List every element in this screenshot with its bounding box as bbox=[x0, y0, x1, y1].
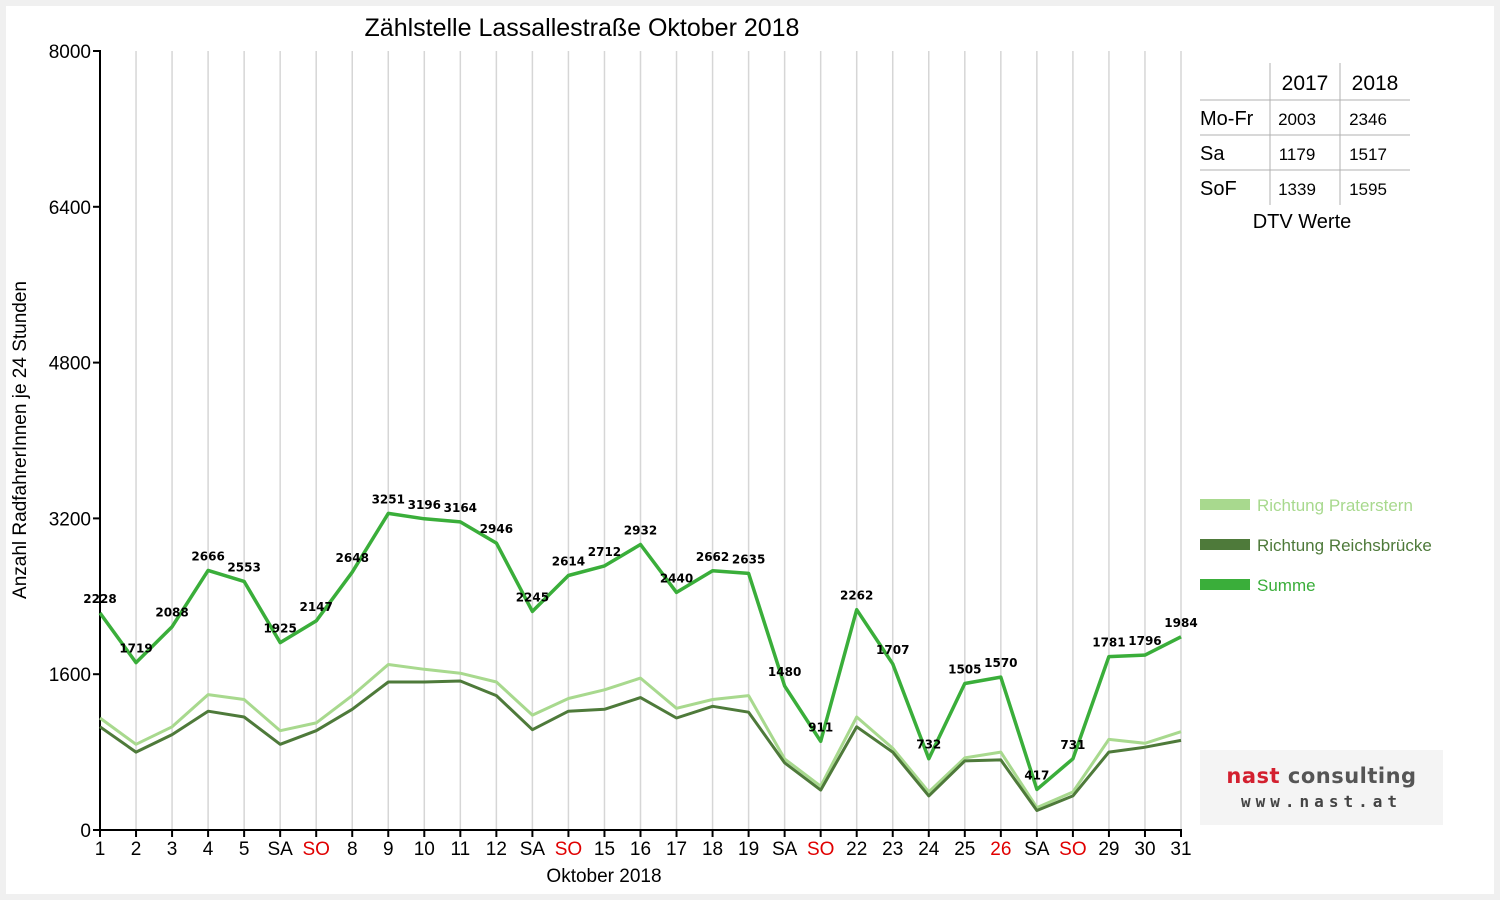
legend-swatch bbox=[1200, 499, 1250, 510]
table-row-label: Sa bbox=[1200, 143, 1225, 165]
data-label: 2712 bbox=[588, 545, 621, 559]
data-label: 1719 bbox=[119, 642, 152, 656]
legend-swatch bbox=[1200, 579, 1250, 590]
y-tick-label: 3200 bbox=[49, 509, 91, 530]
x-tick-label: 16 bbox=[630, 839, 651, 860]
table-caption: DTV Werte bbox=[1253, 211, 1352, 233]
data-label: 2662 bbox=[696, 550, 729, 564]
data-label: 2440 bbox=[660, 571, 693, 585]
data-label: 3196 bbox=[408, 498, 441, 512]
data-label: 3164 bbox=[444, 501, 477, 515]
table-header: 2017 bbox=[1282, 72, 1329, 95]
table-header: 2018 bbox=[1352, 72, 1399, 95]
logo-url: www.nast.at bbox=[1241, 792, 1402, 811]
table-cell: 1595 bbox=[1349, 180, 1387, 199]
data-label: 2635 bbox=[732, 552, 765, 566]
data-label: 2228 bbox=[83, 592, 116, 606]
data-label: 1505 bbox=[948, 662, 981, 676]
x-tick-label: SO bbox=[302, 839, 329, 860]
line-chart: Zählstelle Lassallestraße Oktober 2018 A… bbox=[10, 14, 1432, 887]
data-label: 2553 bbox=[227, 560, 260, 574]
x-tick-label: 1 bbox=[95, 839, 106, 860]
x-tick-label: 2 bbox=[131, 839, 142, 860]
chart-title: Zählstelle Lassallestraße Oktober 2018 bbox=[365, 14, 800, 42]
table-row-label: SoF bbox=[1200, 178, 1237, 200]
x-tick-label: 25 bbox=[954, 839, 975, 860]
x-tick-label: 24 bbox=[918, 839, 940, 860]
data-label: 2932 bbox=[624, 523, 657, 537]
table-row-label: Mo-Fr bbox=[1200, 108, 1254, 130]
table-cell: 2003 bbox=[1278, 110, 1316, 129]
legend-label: Richtung Praterstern bbox=[1257, 496, 1413, 515]
nast-consulting-logo: nast consulting www.nast.at bbox=[1200, 750, 1443, 825]
x-tick-label: 18 bbox=[702, 839, 723, 860]
chart-frame: Zählstelle Lassallestraße Oktober 2018 A… bbox=[6, 6, 1494, 894]
legend-swatch bbox=[1200, 539, 1250, 550]
data-label: 1781 bbox=[1092, 636, 1125, 650]
table-cell: 1517 bbox=[1349, 145, 1387, 164]
data-label: 1796 bbox=[1128, 634, 1161, 648]
x-tick-label: 11 bbox=[450, 839, 470, 860]
data-label: 1925 bbox=[263, 622, 296, 636]
x-axis-label: Oktober 2018 bbox=[546, 866, 661, 887]
data-label: 3251 bbox=[372, 492, 405, 506]
x-tick-label: 4 bbox=[203, 839, 214, 860]
x-tick-label: 26 bbox=[990, 839, 1011, 860]
series-line bbox=[99, 679, 1182, 812]
data-label: 2946 bbox=[480, 522, 513, 536]
x-tick-label: 8 bbox=[347, 839, 358, 860]
x-tick-label: 31 bbox=[1170, 839, 1191, 860]
data-label: 2245 bbox=[516, 590, 549, 604]
x-tick-label: SA bbox=[1024, 839, 1050, 860]
x-tick-label: 17 bbox=[666, 839, 687, 860]
x-tick-label: 3 bbox=[167, 839, 178, 860]
series-line bbox=[99, 663, 1182, 810]
y-tick-label: 4800 bbox=[49, 354, 91, 375]
y-tick-label: 0 bbox=[80, 821, 91, 842]
x-tick-label: SA bbox=[520, 839, 546, 860]
legend-label: Summe bbox=[1257, 576, 1316, 595]
data-label: 1984 bbox=[1164, 616, 1197, 630]
x-tick-label: 12 bbox=[486, 839, 507, 860]
y-tick-label: 8000 bbox=[49, 42, 91, 63]
x-tick-label: SO bbox=[807, 839, 834, 860]
data-label: 417 bbox=[1024, 768, 1049, 782]
table-cell: 1179 bbox=[1279, 145, 1316, 164]
x-tick-label: SO bbox=[555, 839, 582, 860]
data-label: 2666 bbox=[191, 549, 224, 563]
data-label: 732 bbox=[916, 738, 941, 752]
x-tick-label: 22 bbox=[846, 839, 867, 860]
data-label: 2648 bbox=[336, 551, 369, 565]
series-line bbox=[98, 511, 1182, 792]
x-tick-label: 29 bbox=[1098, 839, 1119, 860]
y-tick-label: 6400 bbox=[49, 198, 91, 219]
data-label: 2147 bbox=[299, 600, 332, 614]
data-label: 2088 bbox=[155, 606, 188, 620]
y-tick-label: 1600 bbox=[49, 665, 91, 686]
y-axis-label: Anzahl RadfahrerInnen je 24 Stunden bbox=[10, 281, 31, 599]
data-label: 731 bbox=[1060, 738, 1085, 752]
x-tick-label: SO bbox=[1059, 839, 1086, 860]
data-label: 1570 bbox=[984, 656, 1017, 670]
x-tick-label: 9 bbox=[383, 839, 394, 860]
x-tick-label: 30 bbox=[1134, 839, 1155, 860]
x-tick-label: SA bbox=[772, 839, 798, 860]
data-label: 911 bbox=[808, 720, 833, 734]
data-label: 1707 bbox=[876, 643, 909, 657]
data-label: 2614 bbox=[552, 554, 585, 568]
table-cell: 2346 bbox=[1349, 110, 1387, 129]
legend-label: Richtung Reichsbrücke bbox=[1257, 536, 1432, 555]
x-tick-label: 19 bbox=[738, 839, 759, 860]
table-cell: 1339 bbox=[1278, 180, 1316, 199]
x-tick-label: 10 bbox=[414, 839, 435, 860]
x-tick-label: 15 bbox=[594, 839, 615, 860]
data-label: 1480 bbox=[768, 665, 801, 679]
x-tick-label: SA bbox=[267, 839, 293, 860]
x-tick-label: 5 bbox=[239, 839, 250, 860]
data-label: 2262 bbox=[840, 589, 873, 603]
x-tick-label: 23 bbox=[882, 839, 903, 860]
logo-wordmark: nast consulting bbox=[1226, 764, 1417, 788]
